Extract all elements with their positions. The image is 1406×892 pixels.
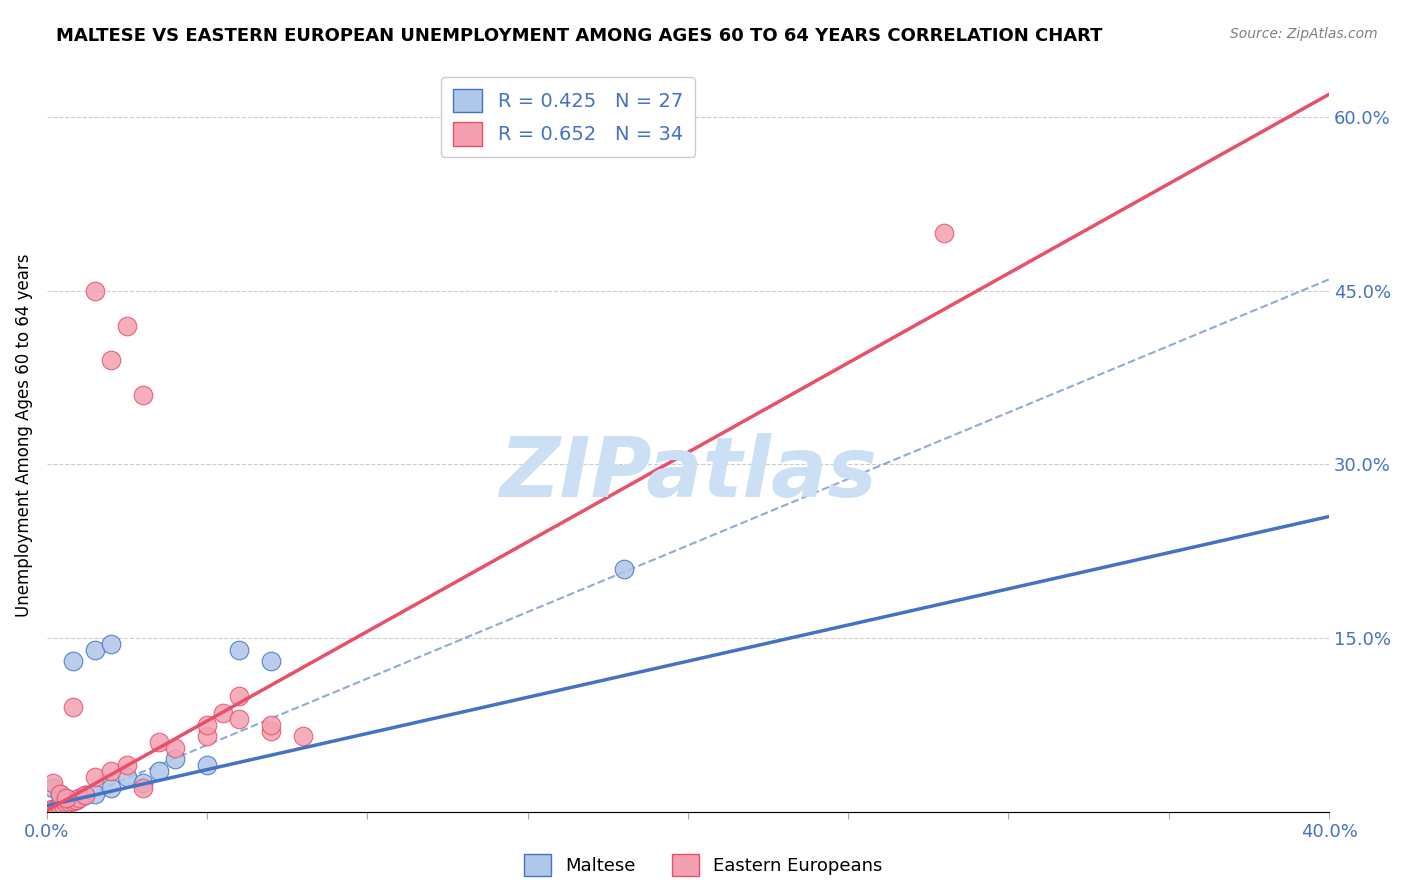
Point <box>84 284 107 298</box>
Point <box>52 797 75 812</box>
Point <box>62 794 84 808</box>
Text: ZIPatlas: ZIPatlas <box>499 433 877 514</box>
Text: Source: ZipAtlas.com: Source: ZipAtlas.com <box>1230 27 1378 41</box>
Point <box>100 764 122 778</box>
Point <box>39 803 62 817</box>
Point <box>148 764 170 778</box>
Point <box>132 388 155 402</box>
Point <box>42 802 65 816</box>
Point <box>75 789 97 803</box>
Point <box>67 790 90 805</box>
Point <box>260 718 283 732</box>
Point <box>195 729 218 743</box>
Point <box>228 642 250 657</box>
Point <box>212 706 235 721</box>
Point <box>45 801 67 815</box>
Point <box>55 790 77 805</box>
Point <box>65 793 87 807</box>
Y-axis label: Unemployment Among Ages 60 to 64 years: Unemployment Among Ages 60 to 64 years <box>15 254 32 617</box>
Point <box>260 654 283 668</box>
Point <box>48 798 70 813</box>
Point <box>62 654 84 668</box>
Point <box>58 795 80 809</box>
Point <box>84 787 107 801</box>
Text: MALTESE VS EASTERN EUROPEAN UNEMPLOYMENT AMONG AGES 60 TO 64 YEARS CORRELATION C: MALTESE VS EASTERN EUROPEAN UNEMPLOYMENT… <box>56 27 1102 45</box>
Point <box>195 758 218 772</box>
Point <box>165 740 187 755</box>
Point <box>228 712 250 726</box>
Point <box>100 637 122 651</box>
Point <box>195 718 218 732</box>
Point <box>45 801 67 815</box>
Point <box>115 770 138 784</box>
Point <box>260 723 283 738</box>
Point <box>39 803 62 817</box>
Legend: R = 0.425   N = 27, R = 0.652   N = 34: R = 0.425 N = 27, R = 0.652 N = 34 <box>441 77 695 157</box>
Point <box>42 781 65 796</box>
Legend: Maltese, Eastern Europeans: Maltese, Eastern Europeans <box>516 847 890 883</box>
Point <box>58 795 80 809</box>
Point <box>62 700 84 714</box>
Point <box>100 781 122 796</box>
Point <box>292 729 315 743</box>
Point <box>55 790 77 805</box>
Point <box>42 802 65 816</box>
Point <box>613 561 636 575</box>
Point <box>132 781 155 796</box>
Point <box>42 775 65 789</box>
Point <box>48 787 70 801</box>
Point <box>934 226 956 240</box>
Point <box>65 793 87 807</box>
Point <box>52 797 75 812</box>
Point <box>75 789 97 803</box>
Point <box>148 735 170 749</box>
Point <box>165 752 187 766</box>
Point <box>84 642 107 657</box>
Point <box>115 318 138 333</box>
Point <box>48 798 70 813</box>
Point <box>55 797 77 811</box>
Point <box>48 787 70 801</box>
Point <box>84 770 107 784</box>
Point <box>132 775 155 789</box>
Point <box>100 353 122 368</box>
Point <box>228 689 250 703</box>
Point <box>55 797 77 811</box>
Point <box>62 794 84 808</box>
Point <box>115 758 138 772</box>
Point <box>67 790 90 805</box>
